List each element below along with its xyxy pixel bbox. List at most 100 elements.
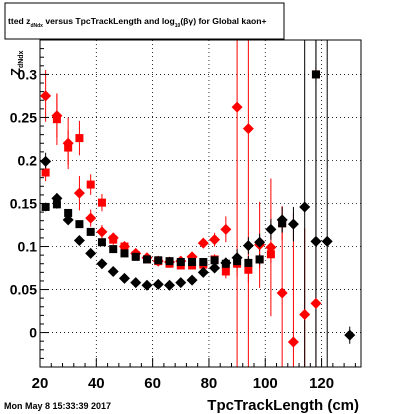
y-tick-label: 0.2 [18, 152, 38, 168]
diamond-marker [231, 101, 243, 113]
diamond-marker [96, 226, 108, 238]
chart-title: tted zdNdx versus TpcTrackLength and log… [8, 16, 267, 29]
diamond-marker [51, 192, 63, 204]
y-tick-label: 0.05 [10, 282, 37, 298]
square-marker [52, 200, 61, 209]
diamond-marker [299, 201, 311, 213]
square-marker [75, 220, 84, 229]
diamond-marker [242, 240, 254, 252]
y-tick-label: 0.1 [18, 239, 38, 255]
square-marker [311, 70, 320, 79]
diamond-marker [265, 223, 277, 235]
diamond-marker [209, 234, 221, 246]
y-tick-label: 0.3 [18, 66, 38, 82]
square-marker [120, 249, 129, 258]
y-axis-label-main: Z [8, 68, 23, 76]
axis-ticks: 20 40 60 80 100 120 0 0.05 0.1 0.15 0.2 0.25 0.3 [10, 48, 356, 392]
square-marker [210, 256, 219, 265]
diamond-marker [276, 214, 288, 226]
square-marker [97, 198, 106, 207]
x-tick-label: 120 [309, 375, 334, 392]
diamond-marker [231, 252, 243, 264]
y-axis-label-sub: dNdx [18, 50, 25, 68]
square-marker [255, 255, 264, 264]
diamond-marker [220, 257, 232, 269]
square-marker [266, 250, 275, 259]
square-marker [221, 267, 230, 276]
y-axis-label: ZdNdx [8, 50, 25, 76]
title-sub1: dNdx [30, 23, 43, 29]
diamond-marker [197, 237, 209, 249]
square-marker [64, 208, 73, 217]
diamond-marker [152, 278, 164, 290]
diamond-marker [51, 110, 63, 122]
diamond-marker [118, 241, 130, 253]
diamond-marker [321, 235, 333, 247]
square-marker [41, 168, 50, 177]
grid [40, 40, 361, 367]
y-tick-label: 0 [29, 325, 37, 341]
diamond-marker [175, 277, 187, 289]
diamond-marker [265, 241, 277, 253]
diamond-marker [85, 212, 97, 224]
square-marker [41, 202, 50, 211]
square-marker [244, 265, 253, 274]
square-marker [143, 255, 151, 264]
diamond-marker [299, 309, 311, 321]
diamond-marker [186, 274, 198, 286]
title-sub2: 10 [175, 23, 181, 29]
y-tick-label: 0.15 [10, 196, 37, 212]
title-box [4, 2, 285, 40]
diamond-marker [344, 329, 356, 341]
diamond-marker [85, 247, 97, 259]
diamond-marker [276, 287, 288, 299]
square-marker [75, 134, 84, 143]
title-suffix: (βγ) for Global kaon+ [180, 16, 266, 26]
diamond-marker [107, 232, 119, 244]
diamond-marker [73, 187, 85, 199]
markers [40, 70, 356, 348]
square-marker [97, 238, 106, 247]
x-tick-label: 20 [32, 375, 49, 392]
square-marker [176, 258, 185, 267]
square-marker [154, 256, 163, 265]
diamond-marker [287, 218, 299, 230]
square-marker [86, 180, 95, 189]
y-tick-label: 0.25 [10, 109, 37, 125]
diamond-marker [197, 266, 209, 278]
x-axis-label: TpcTrackLength (cm) [207, 397, 359, 414]
x-tick-label: 60 [144, 375, 161, 392]
diamond-marker [73, 235, 85, 247]
diamond-marker [254, 236, 266, 248]
diamond-marker [310, 297, 322, 309]
diamond-marker [141, 279, 153, 291]
x-tick-label: 40 [88, 375, 105, 392]
diamond-marker [40, 90, 52, 102]
title-prefix: tted z [8, 16, 30, 26]
x-tick-label: 100 [253, 375, 278, 392]
square-marker [188, 258, 197, 267]
title-middle: versus TpcTrackLength and log [43, 16, 175, 26]
footer-timestamp: Mon May 8 15:33:39 2017 [4, 401, 111, 411]
diamond-marker [62, 214, 74, 226]
square-marker [131, 252, 140, 261]
diamond-marker [62, 137, 74, 149]
square-marker [199, 258, 208, 267]
diamond-marker [287, 336, 299, 348]
square-marker [244, 258, 253, 267]
diamond-marker [310, 235, 322, 247]
square-marker [165, 257, 174, 266]
diamond-marker [130, 277, 142, 289]
diamond-marker [209, 262, 221, 274]
diamond-marker [118, 272, 130, 284]
diamond-marker [220, 223, 232, 235]
diamond-marker [164, 279, 176, 291]
diamond-marker [107, 265, 119, 277]
x-tick-label: 80 [201, 375, 218, 392]
square-marker [109, 245, 118, 254]
diamond-marker [96, 258, 108, 270]
diamond-marker [242, 123, 254, 135]
square-marker [86, 227, 95, 236]
diamond-marker [40, 155, 52, 167]
